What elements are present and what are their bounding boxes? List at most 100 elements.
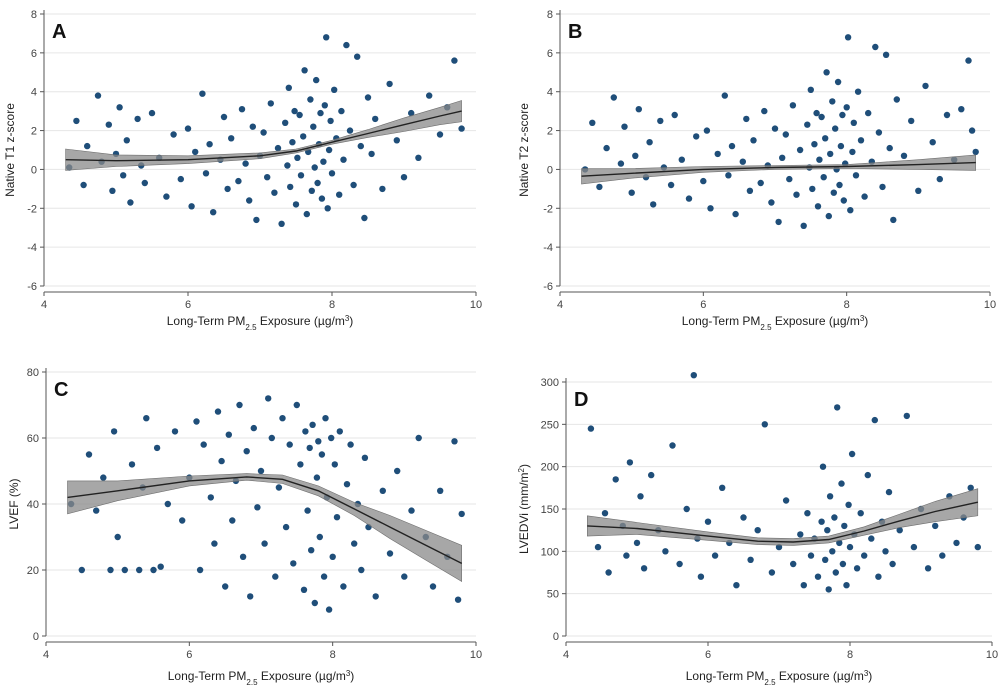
x-tick-label: 8 <box>847 649 853 661</box>
data-point <box>596 183 603 191</box>
data-point <box>123 137 130 144</box>
confidence-band <box>581 154 976 185</box>
data-point <box>922 82 929 90</box>
data-point <box>782 131 789 138</box>
data-point <box>782 497 790 504</box>
data-point <box>358 566 365 574</box>
data-point <box>845 501 852 508</box>
data-point <box>594 543 602 551</box>
y-tick-label: -4 <box>27 242 37 254</box>
y-tick-label: 80 <box>27 367 39 379</box>
data-point <box>882 548 889 555</box>
y-tick-label: -2 <box>543 203 553 215</box>
axis-title-part: 3 <box>864 669 869 678</box>
data-point <box>936 175 943 183</box>
y-tick-label: -6 <box>27 281 37 293</box>
data-point <box>864 471 871 479</box>
data-point <box>669 442 676 449</box>
data-point <box>336 428 343 435</box>
data-point <box>347 441 354 448</box>
data-point <box>761 107 768 115</box>
data-point <box>328 434 335 442</box>
data-point <box>632 152 639 159</box>
data-point <box>261 540 268 547</box>
panel-letter: C <box>54 379 68 401</box>
axis-title-part: Long-Term PM <box>168 669 247 683</box>
data-point <box>164 500 171 508</box>
x-tick-label: 4 <box>41 299 47 311</box>
data-point <box>206 141 213 148</box>
data-point <box>847 207 854 214</box>
data-point <box>819 463 827 470</box>
data-point <box>662 548 669 555</box>
data-point <box>192 148 199 156</box>
y-tick-label: 8 <box>31 9 37 21</box>
data-point <box>220 113 228 121</box>
data-point <box>829 98 836 105</box>
data-point <box>875 129 883 136</box>
data-point <box>188 203 195 210</box>
data-point <box>605 569 612 576</box>
data-point <box>264 174 271 181</box>
x-tick-label: 6 <box>186 649 192 661</box>
data-point <box>637 493 644 500</box>
data-point <box>768 199 775 206</box>
data-point <box>228 135 235 142</box>
axis-title-part: Exposure (µg/m <box>258 669 346 683</box>
data-point <box>171 428 179 435</box>
data-point <box>150 566 157 574</box>
data-point <box>408 507 415 514</box>
data-point <box>601 510 609 517</box>
x-axis-title: Long-Term PM2.5 Exposure (µg/m3) <box>686 669 873 687</box>
y-tick-label: 200 <box>541 462 559 474</box>
data-point <box>831 514 838 521</box>
y-tick-label: 60 <box>27 433 39 445</box>
data-point <box>279 415 286 422</box>
data-point <box>704 518 712 525</box>
data-point <box>739 158 746 165</box>
axis-title-part: ) <box>350 669 354 683</box>
data-point <box>246 197 253 204</box>
data-point <box>239 553 247 560</box>
data-point <box>843 104 850 111</box>
data-point <box>200 441 207 448</box>
data-point <box>890 216 897 224</box>
data-point <box>974 543 981 551</box>
data-point <box>274 144 282 152</box>
data-point <box>775 543 783 551</box>
data-point <box>284 162 291 169</box>
data-point <box>854 88 862 95</box>
data-point <box>837 142 845 150</box>
data-point <box>170 131 177 138</box>
data-point <box>648 471 655 479</box>
data-point <box>311 599 318 607</box>
data-point <box>372 593 379 600</box>
data-point <box>839 560 847 568</box>
data-point <box>924 565 932 572</box>
data-point <box>809 185 816 193</box>
data-point <box>775 218 782 226</box>
data-point <box>114 533 121 541</box>
data-point <box>846 543 854 551</box>
y-tick-label: 0 <box>33 631 39 643</box>
data-point <box>282 119 289 127</box>
y-axis-title: Native T1 z-score <box>3 103 17 197</box>
data-point <box>300 586 308 593</box>
data-point <box>310 123 317 130</box>
data-point <box>824 527 831 534</box>
data-point <box>328 170 336 177</box>
data-point <box>361 214 368 222</box>
data-point <box>78 566 86 574</box>
data-point <box>861 552 868 559</box>
data-point <box>761 421 768 428</box>
data-point <box>351 540 358 547</box>
data-point <box>357 142 364 150</box>
data-point <box>400 174 408 181</box>
data-point <box>286 441 293 448</box>
data-point <box>426 92 433 99</box>
data-point <box>331 86 338 94</box>
data-point <box>290 560 297 567</box>
data-point <box>671 111 678 119</box>
data-point <box>823 69 830 76</box>
